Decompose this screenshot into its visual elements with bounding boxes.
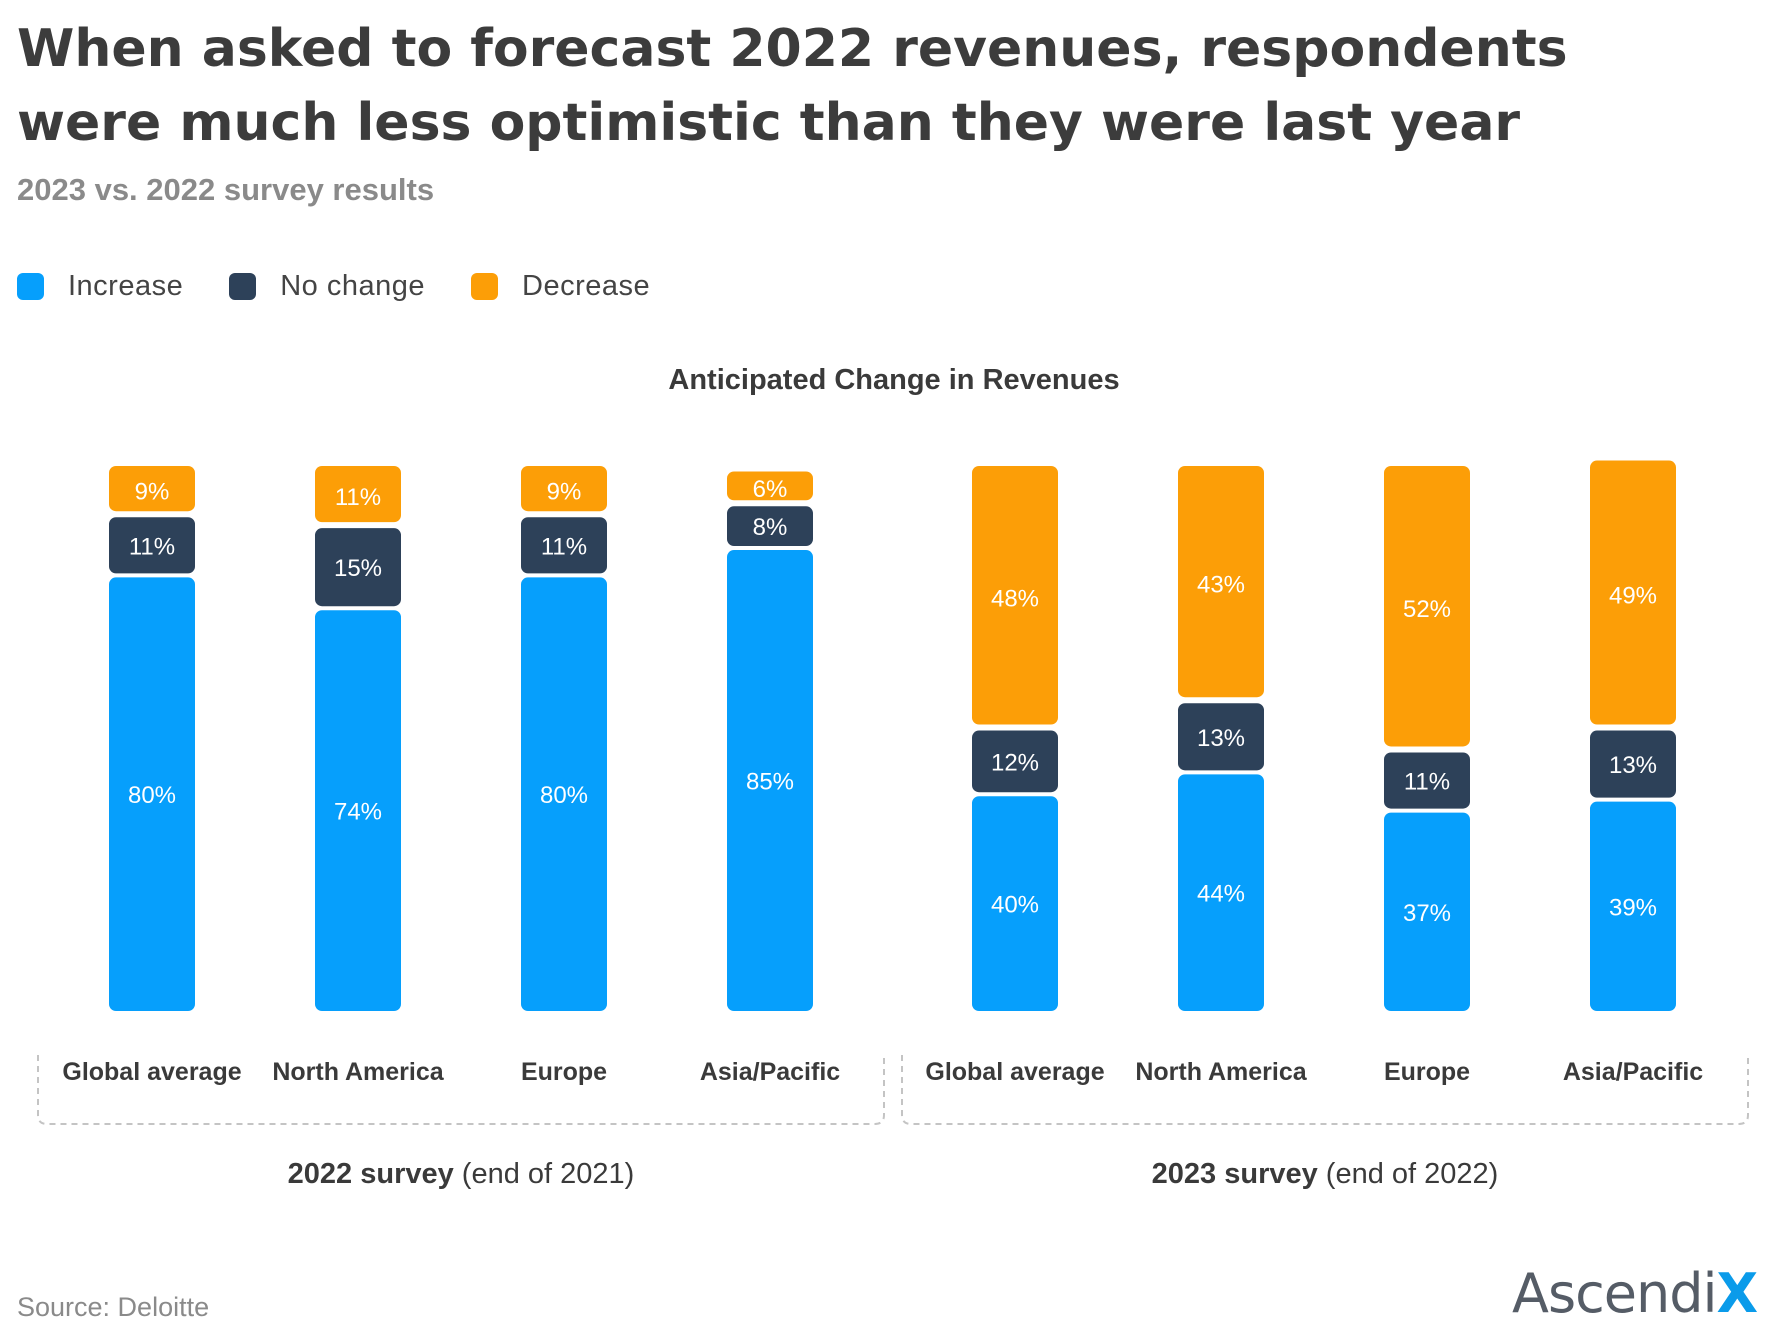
- legend-label-no-change: No change: [280, 269, 426, 302]
- category-label-1: Global average: [62, 1058, 241, 1086]
- group-labels: 2022 survey (end of 2021) 2023 survey (en…: [288, 1158, 1499, 1190]
- bar-increase-7: [1384, 812, 1470, 1011]
- bar-increase-5: [972, 796, 1058, 1011]
- group-bracket-1: [37, 1055, 885, 1125]
- value-label-decrease-7: 52%: [1403, 596, 1451, 623]
- bar-no-change-3: [521, 517, 607, 574]
- value-label-decrease-2: 11%: [335, 484, 381, 511]
- bar-increase-1: [109, 577, 195, 1011]
- value-label-increase-8: 39%: [1609, 894, 1657, 921]
- bar-decrease-8: [1590, 460, 1676, 725]
- bar-no-change-5: [972, 730, 1058, 793]
- bar-decrease-4: [727, 471, 813, 501]
- plot-title: Anticipated Change in Revenues: [668, 364, 1119, 396]
- value-label-decrease-8: 49%: [1609, 583, 1657, 610]
- category-label-6: North America: [1135, 1058, 1307, 1086]
- value-label-decrease-6: 43%: [1197, 572, 1245, 599]
- bar-no-change-4: [727, 506, 813, 547]
- bar-increase-8: [1590, 801, 1676, 1011]
- bars: 80% 11% 9% 74% 15% 11% 80% 11% 9% 85% 8% 6% 40% 12% 48…: [109, 460, 1676, 1011]
- value-label-no-change-7: 11%: [1404, 769, 1450, 796]
- bar-decrease-5: [972, 466, 1058, 725]
- category-label-4: Asia/Pacific: [700, 1058, 840, 1086]
- logo-x: X: [1716, 1262, 1759, 1325]
- category-label-2: North America: [272, 1058, 444, 1086]
- bar-decrease-1: [109, 466, 195, 512]
- group-brackets: [37, 1055, 1749, 1125]
- chart-subtitle: 2023 vs. 2022 survey results: [17, 172, 435, 207]
- group-label-2: 2023 survey (end of 2022): [1152, 1158, 1499, 1190]
- value-label-increase-1: 80%: [128, 782, 176, 809]
- value-label-increase-7: 37%: [1403, 900, 1451, 927]
- value-label-decrease-3: 9%: [547, 479, 582, 506]
- value-label-no-change-4: 8%: [753, 514, 788, 541]
- legend-swatch-decrease: [471, 272, 499, 300]
- category-labels: Global average North America Europe Asia/Pa…: [62, 1058, 1703, 1086]
- value-label-no-change-3: 11%: [541, 533, 587, 560]
- value-label-no-change-8: 13%: [1609, 752, 1657, 779]
- logo-text: Ascendi: [1512, 1262, 1717, 1325]
- bar-no-change-1: [109, 517, 195, 574]
- bar-no-change-2: [315, 528, 401, 607]
- bar-no-change-8: [1590, 730, 1676, 798]
- category-label-8: Asia/Pacific: [1563, 1058, 1703, 1086]
- value-label-decrease-1: 9%: [135, 479, 170, 506]
- bar-no-change-6: [1178, 703, 1264, 771]
- bar-decrease-6: [1178, 466, 1264, 698]
- legend-label-increase: Increase: [68, 269, 184, 302]
- value-label-no-change-6: 13%: [1197, 725, 1245, 752]
- value-label-no-change-1: 11%: [129, 533, 175, 560]
- group-label-1: 2022 survey (end of 2021): [288, 1158, 635, 1190]
- title-line-1: When asked to forecast 2022 revenues, re…: [17, 19, 1568, 79]
- category-label-5: Global average: [925, 1058, 1104, 1086]
- value-label-no-change-2: 15%: [334, 555, 382, 582]
- value-label-no-change-5: 12%: [991, 749, 1039, 776]
- legend: Increase No change Decrease: [17, 268, 696, 304]
- bar-decrease-3: [521, 466, 607, 512]
- bar-decrease-7: [1384, 466, 1470, 747]
- category-label-3: Europe: [521, 1058, 607, 1086]
- value-label-decrease-5: 48%: [991, 585, 1039, 612]
- legend-item-decrease: Decrease: [471, 270, 650, 303]
- bar-increase-2: [315, 610, 401, 1011]
- bar-increase-3: [521, 577, 607, 1011]
- value-label-increase-5: 40%: [991, 892, 1039, 919]
- value-label-increase-2: 74%: [334, 799, 382, 826]
- legend-item-no-change: No change: [229, 270, 425, 303]
- value-label-increase-3: 80%: [540, 782, 588, 809]
- value-label-increase-6: 44%: [1197, 881, 1245, 908]
- title-line-2: were much less optimistic than they were…: [17, 93, 1521, 153]
- bar-increase-4: [727, 550, 813, 1011]
- legend-swatch-increase: [17, 272, 44, 300]
- bar-increase-6: [1178, 774, 1264, 1011]
- source-note: Source: Deloitte: [17, 1292, 210, 1322]
- group-bracket-2: [901, 1055, 1749, 1125]
- chart-title: When asked to forecast 2022 revenues, re…: [17, 12, 1737, 160]
- bar-no-change-7: [1384, 752, 1470, 809]
- category-label-7: Europe: [1384, 1058, 1470, 1086]
- value-label-decrease-4: 6%: [753, 476, 788, 503]
- legend-item-increase: Increase: [17, 270, 183, 303]
- legend-label-decrease: Decrease: [522, 269, 651, 302]
- ascendix-logo: AscendiX: [1512, 1262, 1759, 1325]
- legend-swatch-no-change: [229, 272, 257, 300]
- bar-decrease-2: [315, 466, 401, 523]
- value-label-increase-4: 85%: [746, 769, 794, 796]
